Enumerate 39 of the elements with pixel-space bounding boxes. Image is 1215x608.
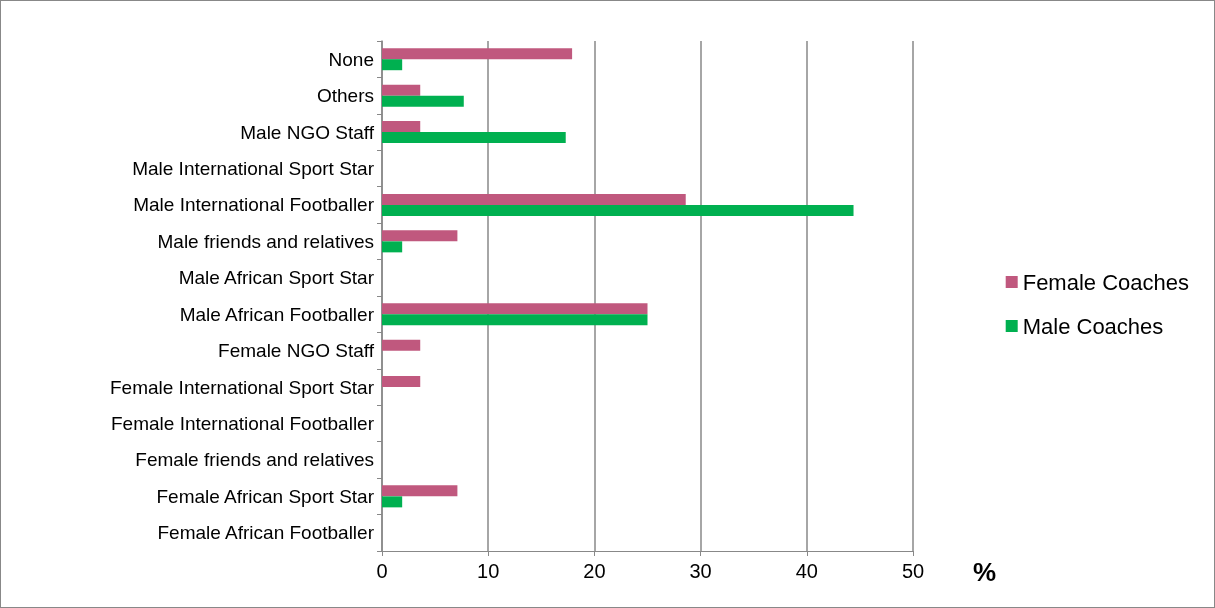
bar [382,339,421,351]
y-tick-label: Female African Sport Star [156,485,375,507]
x-tick-label: 20 [583,560,606,582]
bar [382,496,403,508]
y-tick-label: Male International Footballer [133,194,375,216]
bar [382,48,573,60]
bar [382,132,566,144]
bar [382,303,648,315]
x-tick-label: 40 [795,560,818,582]
y-tick-label: Female NGO Staff [218,340,375,362]
y-tick-label: Male NGO Staff [240,121,375,143]
x-tick-label: 10 [477,560,500,582]
x-tick-label: 30 [689,560,712,582]
bar [382,84,421,96]
y-tick-label: Male African Sport Star [178,267,375,289]
bar [382,376,421,388]
y-tick-label: Male African Footballer [179,303,375,325]
bar [382,193,686,205]
y-tick-label: Male International Sport Star [132,158,375,179]
y-tick-label: Female African Footballer [157,522,375,544]
y-tick-label: None [328,48,374,70]
y-tick-label: Others [316,85,374,107]
legend-label: Female Coaches [1022,269,1190,295]
x-tick-label: 50 [901,560,925,582]
legend-label: Male Coaches [1022,313,1164,339]
bar [382,230,458,242]
y-tick-label: Male friends and relatives [157,230,374,252]
bar [382,204,854,216]
bar [382,95,464,107]
y-tick-label: Female friends and relatives [135,449,374,471]
x-axis-title: % [973,557,997,587]
bar [382,121,421,133]
y-tick-label: Female International Footballer [111,413,375,434]
y-tick-label: Female International Sport Star [109,376,375,398]
bar [382,59,403,71]
bar [382,314,648,326]
bar [382,241,403,253]
x-tick-label: 0 [376,560,388,582]
bar [382,485,458,497]
